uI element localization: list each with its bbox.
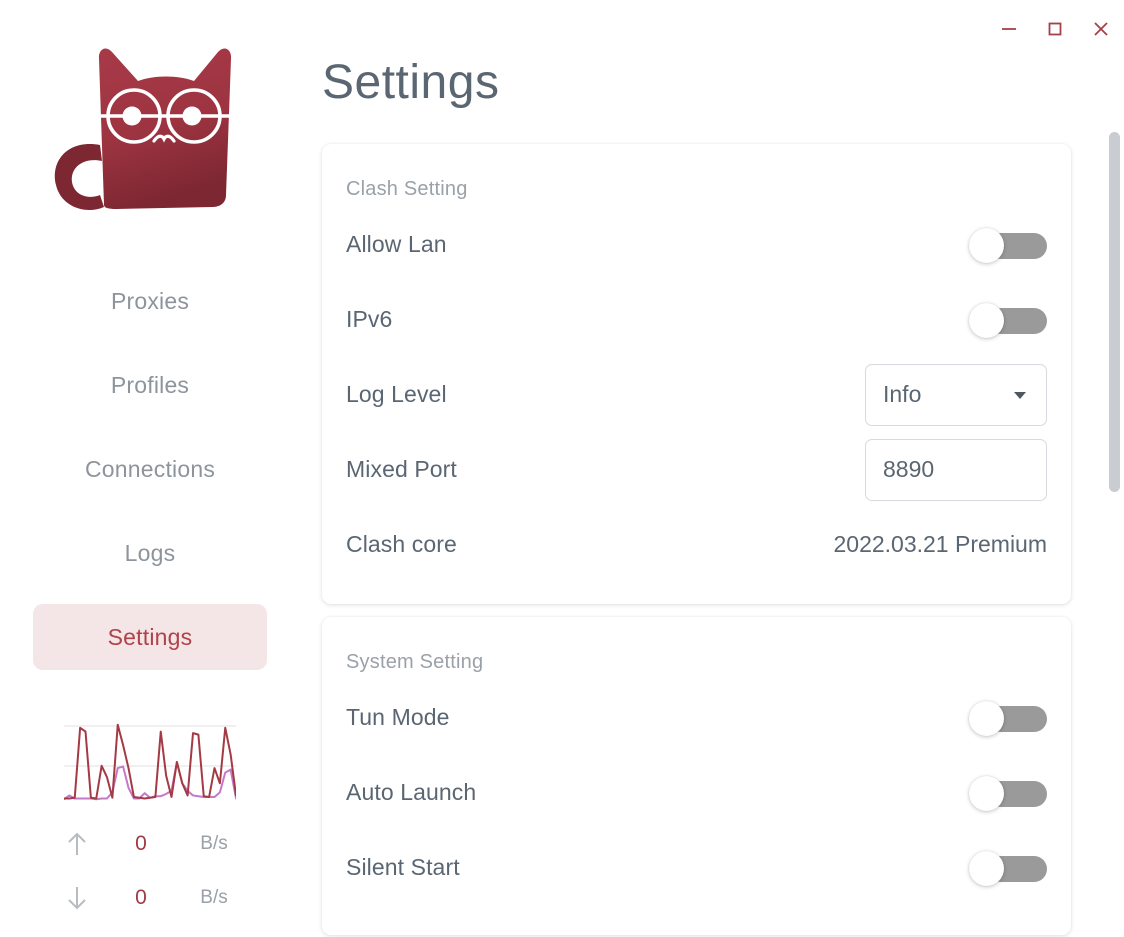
toggle-knob	[969, 302, 1004, 338]
sidebar-item-logs[interactable]: Logs	[33, 520, 267, 586]
sidebar-item-label: Logs	[124, 539, 176, 566]
row-label: Allow Lan	[346, 231, 447, 257]
traffic-widget: 0 B/s 0 B/s	[33, 722, 267, 925]
scrollbar-thumb[interactable]	[1109, 132, 1120, 492]
card-bottom-spacer	[346, 905, 1047, 935]
row-label: Tun Mode	[346, 704, 450, 730]
row-silent-start: Silent Start	[346, 830, 1047, 905]
app-logo	[38, 18, 262, 230]
arrow-down-icon	[55, 884, 99, 912]
row-label: Mixed Port	[346, 456, 457, 482]
minimize-button[interactable]	[986, 6, 1032, 52]
upload-speed-row: 0 B/s	[55, 817, 245, 871]
toggle-knob	[969, 850, 1004, 886]
ipv6-toggle[interactable]	[969, 302, 1047, 338]
sidebar-item-label: Connections	[84, 455, 216, 482]
row-auto-launch: Auto Launch	[346, 755, 1047, 830]
cat-logo-icon	[42, 19, 258, 230]
tun-mode-toggle[interactable]	[969, 700, 1047, 736]
row-ipv6: IPv6	[346, 282, 1047, 357]
row-label: Auto Launch	[346, 779, 477, 805]
upload-speed-value: 0	[135, 832, 147, 855]
download-speed-row: 0 B/s	[55, 871, 245, 925]
sidebar-item-settings[interactable]: Settings	[33, 604, 267, 670]
sidebar-item-connections[interactable]: Connections	[33, 436, 267, 502]
mixed-port-input[interactable]	[883, 456, 1029, 483]
auto-launch-toggle[interactable]	[969, 775, 1047, 811]
row-mixed-port: Mixed Port	[346, 432, 1047, 507]
row-clash-core: Clash core 2022.03.21 Premium	[346, 507, 1047, 582]
toggle-knob	[969, 700, 1004, 736]
download-speed-unit: B/s	[200, 887, 228, 908]
page-title: Settings	[322, 56, 500, 109]
sidebar: Proxies Profiles Connections Logs Settin…	[0, 0, 300, 937]
mixed-port-field[interactable]	[865, 438, 1047, 501]
card-title: System Setting	[346, 651, 484, 673]
row-label: IPv6	[346, 306, 393, 332]
main-content: Settings Clash Setting Allow Lan IPv6	[300, 0, 1124, 937]
sidebar-item-label: Settings	[107, 623, 193, 650]
row-tun-mode: Tun Mode	[346, 680, 1047, 755]
download-speed-value: 0	[135, 886, 147, 909]
chevron-down-icon	[1011, 387, 1029, 403]
settings-cards: Clash Setting Allow Lan IPv6	[322, 144, 1071, 937]
sidebar-item-profiles[interactable]: Profiles	[33, 352, 267, 418]
close-icon	[1090, 18, 1112, 40]
toggle-knob	[969, 775, 1004, 811]
clash-core-version: 2022.03.21 Premium	[833, 531, 1047, 557]
arrow-up-icon	[55, 830, 99, 858]
card-system-setting: System Setting Tun Mode Auto Launch	[322, 617, 1071, 935]
card-title: Clash Setting	[346, 178, 468, 200]
row-log-level: Log Level Info	[346, 357, 1047, 432]
traffic-chart	[64, 722, 236, 802]
sidebar-item-proxies[interactable]: Proxies	[33, 268, 267, 334]
row-allow-lan: Allow Lan	[346, 207, 1047, 282]
speed-readouts: 0 B/s 0 B/s	[55, 817, 245, 925]
row-label: Silent Start	[346, 854, 460, 880]
card-clash-setting: Clash Setting Allow Lan IPv6	[322, 144, 1071, 604]
upload-speed-unit: B/s	[200, 833, 228, 854]
maximize-icon	[1045, 19, 1065, 39]
sidebar-nav: Proxies Profiles Connections Logs Settin…	[33, 268, 267, 688]
sidebar-item-label: Profiles	[110, 371, 190, 398]
log-level-value: Info	[883, 381, 922, 407]
row-label: Log Level	[346, 381, 447, 407]
allow-lan-toggle[interactable]	[969, 227, 1047, 263]
window-controls	[986, 0, 1124, 58]
log-level-select[interactable]: Info	[865, 363, 1047, 426]
toggle-knob	[969, 227, 1004, 263]
row-label: Clash core	[346, 531, 457, 557]
minimize-icon	[999, 19, 1019, 39]
silent-start-toggle[interactable]	[969, 850, 1047, 886]
maximize-button[interactable]	[1032, 6, 1078, 52]
sidebar-item-label: Proxies	[110, 287, 190, 314]
close-button[interactable]	[1078, 6, 1124, 52]
card-bottom-spacer	[346, 582, 1047, 604]
